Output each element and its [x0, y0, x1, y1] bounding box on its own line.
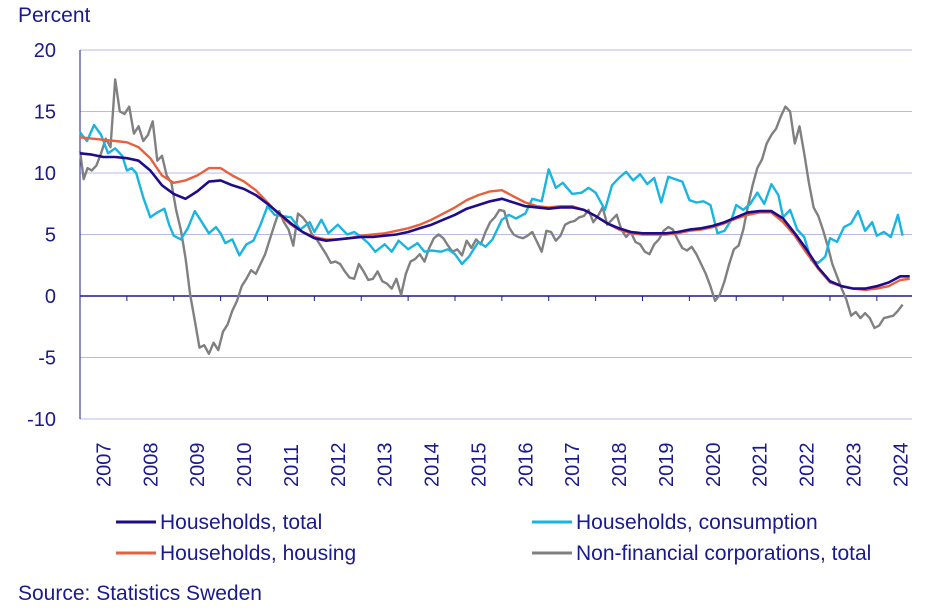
y-tick-label: 5: [45, 225, 56, 247]
y-axis-unit-label: Percent: [18, 4, 91, 27]
x-tick-label: 2020: [703, 443, 725, 488]
x-tick-label: 2014: [422, 443, 444, 488]
y-tick-label: 20: [34, 40, 56, 62]
x-axis: 2007 2008 2009 2010 2011 2012 2013 2014 2015 2016…: [79, 295, 912, 488]
legend: Households, total Households, consumption…: [116, 511, 871, 565]
legend-label: Households, consumption: [576, 511, 818, 534]
series-line-households-consumption: [79, 123, 904, 266]
x-tick-label: 2007: [93, 443, 115, 488]
x-tick-label: 2017: [562, 443, 584, 488]
series-line-nonfinancial-corporations: [78, 78, 904, 355]
x-tick-label: 2016: [515, 443, 537, 488]
y-tick-label: 0: [45, 286, 56, 308]
series-line-households-housing: [79, 136, 910, 292]
y-tick-label: 10: [34, 163, 56, 185]
x-tick-label: 2019: [656, 443, 678, 488]
x-tick-label: 2008: [140, 443, 162, 488]
y-axis-ticks: -10 -5 0 5 10 15 20: [27, 40, 81, 431]
x-tick-label: 2024: [890, 443, 912, 488]
x-tick-label: 2023: [843, 443, 865, 488]
legend-label: Households, housing: [160, 542, 356, 565]
source-note: Source: Statistics Sweden: [18, 582, 262, 605]
x-tick-label: 2011: [281, 444, 303, 487]
x-tick-label: 2015: [468, 443, 490, 488]
legend-label: Households, total: [160, 511, 322, 534]
x-tick-label: 2013: [375, 443, 397, 488]
y-tick-label: 15: [34, 102, 56, 124]
x-tick-label: 2021: [750, 443, 772, 488]
legend-label: Non-financial corporations, total: [576, 542, 871, 565]
x-tick-label: 2012: [328, 443, 350, 488]
x-tick-label: 2022: [797, 443, 819, 488]
series-lines: [78, 78, 910, 355]
x-tick-label: 2010: [234, 443, 256, 488]
y-tick-label: -10: [27, 409, 56, 431]
x-tick-label: 2018: [609, 443, 631, 488]
x-tick-label: 2009: [187, 443, 209, 488]
series-line-households-total: [79, 152, 910, 290]
y-tick-label: -5: [38, 348, 56, 370]
